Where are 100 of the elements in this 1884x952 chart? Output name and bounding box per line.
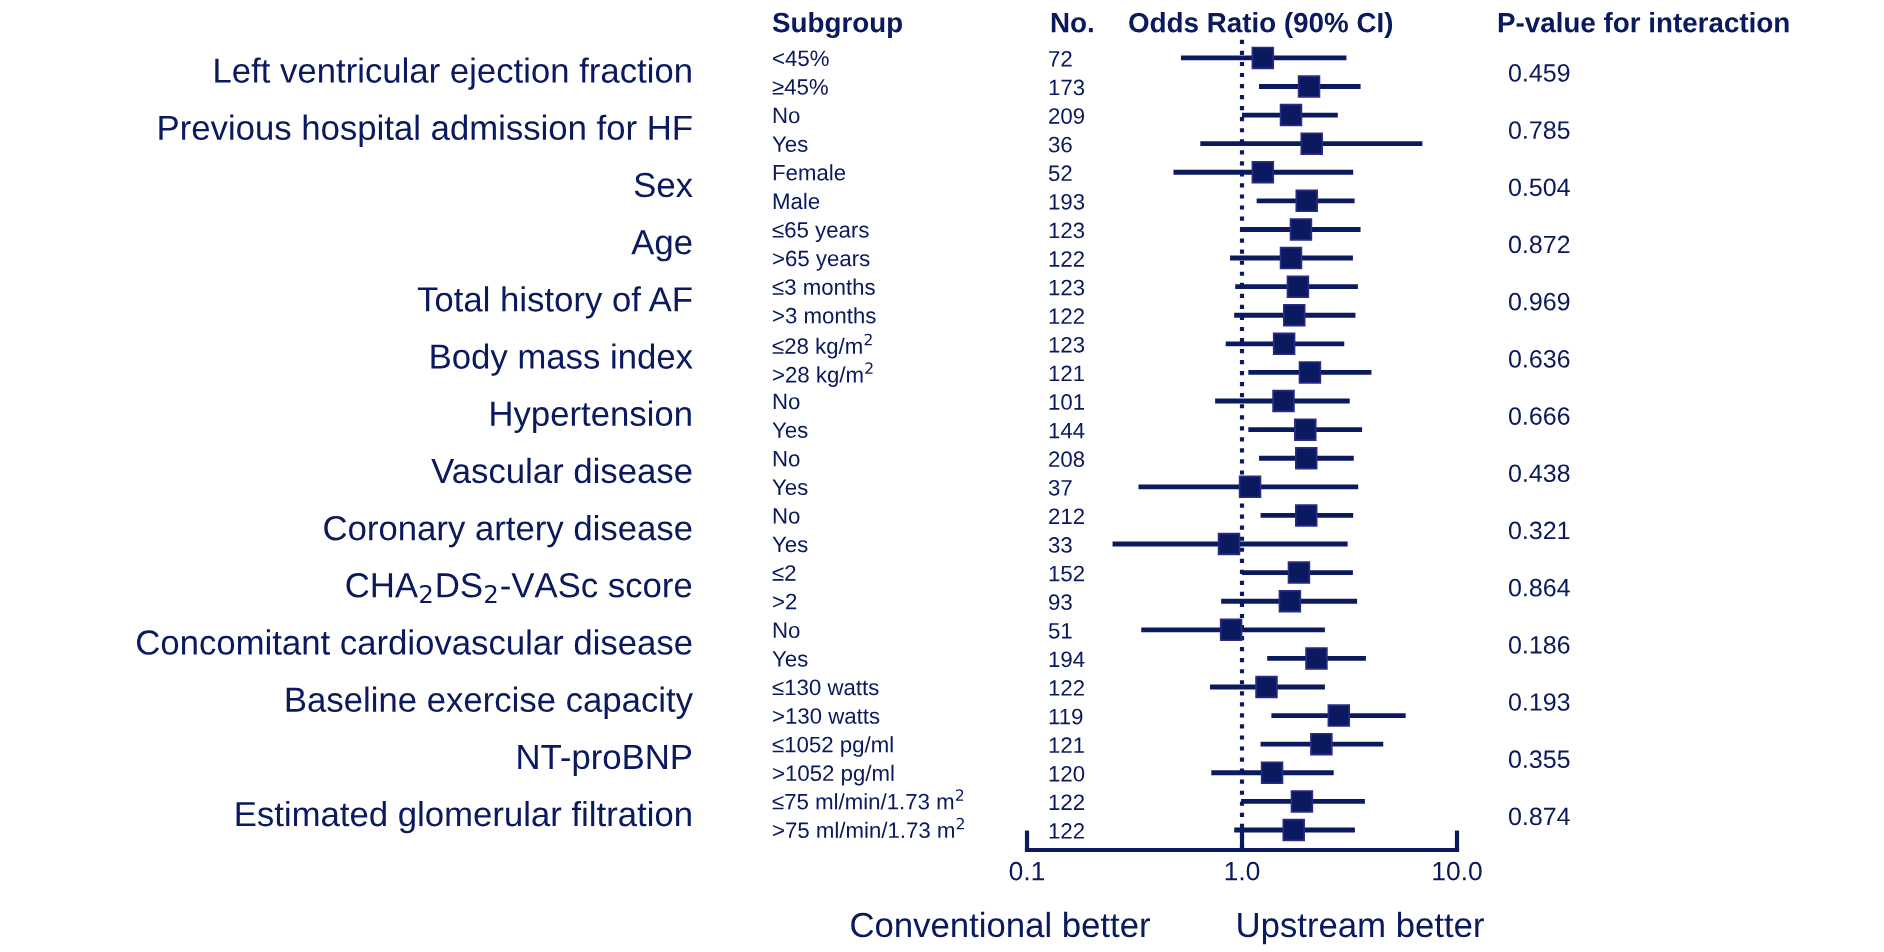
text: Hypertension xyxy=(491,400,691,433)
text: Upstream better xyxy=(1238,911,1484,945)
annotation: 37 xyxy=(1048,479,1072,496)
text: 0.636 xyxy=(1508,350,1570,368)
text: P-value for interaction xyxy=(1498,12,1789,33)
annotation: 121 xyxy=(1049,365,1084,382)
y-tick-label: >130 watts xyxy=(773,708,880,724)
point xyxy=(1290,790,1314,813)
point xyxy=(1251,161,1275,184)
y-tick-label: No xyxy=(773,450,800,467)
annotation: 194 xyxy=(1049,651,1085,668)
point xyxy=(1251,46,1275,70)
y-tick-label: >1052 pg/ml xyxy=(773,764,894,786)
point xyxy=(1294,418,1317,441)
annotation: 212 xyxy=(1049,508,1084,525)
text: Concomitant cardiovascular disease xyxy=(137,629,692,655)
annotation: 173 xyxy=(1049,79,1085,96)
y-tick-label: No xyxy=(773,622,800,639)
text: Body mass index xyxy=(431,343,693,376)
y-tick-label: Yes xyxy=(772,536,808,553)
text: Sex xyxy=(634,172,693,198)
text: Vascular disease xyxy=(431,457,692,484)
y-tick-label: No xyxy=(773,508,800,524)
annotation: 193 xyxy=(1049,193,1085,210)
y-tick-label: >75 ml/min/1.73 m$^{2}$ xyxy=(773,817,964,839)
y-tick-label: Female xyxy=(773,164,846,181)
y-tick-label: No xyxy=(773,393,800,410)
text: Conventional better xyxy=(851,911,1150,938)
text: Left ventricular ejection fraction xyxy=(215,57,691,90)
y-tick-label: ≥45% xyxy=(772,79,828,95)
text: CHA$_{2}$DS$_{2}$-VASc score xyxy=(346,573,692,603)
text: 0.193 xyxy=(1508,693,1570,711)
point xyxy=(1279,103,1303,127)
annotation: 52 xyxy=(1048,165,1072,182)
annotation: 119 xyxy=(1049,708,1083,725)
point xyxy=(1298,361,1322,384)
x-tick-label: 1.0 xyxy=(1225,861,1260,881)
text: Coronary artery disease xyxy=(324,514,692,548)
annotation: 72 xyxy=(1049,50,1072,67)
y-tick-label: ≤130 watts xyxy=(772,679,879,696)
text: 0.864 xyxy=(1508,578,1570,597)
point xyxy=(1260,761,1284,785)
annotation: 209 xyxy=(1049,108,1085,124)
point xyxy=(1255,675,1278,699)
point xyxy=(1297,75,1321,98)
point xyxy=(1279,246,1303,270)
y-tick-label: Yes xyxy=(772,651,808,667)
y-tick-label: >28 kg/m$^{2}$ xyxy=(773,362,873,387)
annotation: 122 xyxy=(1049,251,1084,267)
annotation: 93 xyxy=(1049,594,1072,611)
point xyxy=(1289,218,1313,241)
y-tick-label: Yes xyxy=(772,422,808,438)
point xyxy=(1287,561,1311,584)
text: 0.785 xyxy=(1508,121,1570,139)
annotation: 123 xyxy=(1049,222,1085,239)
annotation: 122 xyxy=(1049,680,1084,696)
annotation: Odds Ratio (90% CI) xyxy=(1129,12,1393,38)
point xyxy=(1278,589,1302,613)
y-tick-label: Male xyxy=(773,192,820,210)
text: 0.438 xyxy=(1508,464,1570,483)
text: Subgroup xyxy=(772,11,903,39)
annotation: 33 xyxy=(1048,537,1072,553)
point xyxy=(1295,189,1318,213)
point xyxy=(1272,389,1295,413)
annotation: 144 xyxy=(1049,422,1085,439)
text: 0.459 xyxy=(1508,64,1570,82)
annotation: 123 xyxy=(1049,336,1085,353)
y-tick-label: ≤2 xyxy=(772,565,796,581)
point xyxy=(1283,303,1306,327)
y-tick-label: Yes xyxy=(772,136,808,152)
annotation: 122 xyxy=(1049,308,1084,324)
y-tick-label: >2 xyxy=(773,593,797,610)
text: 0.321 xyxy=(1508,521,1570,540)
y-tick-label: No xyxy=(773,107,800,124)
point xyxy=(1295,446,1318,470)
y-tick-label: >65 years xyxy=(773,250,870,271)
x-tick-label: 0.1 xyxy=(1009,861,1045,881)
text: 0.872 xyxy=(1508,235,1570,254)
y-tick-label: <45% xyxy=(773,50,829,67)
point xyxy=(1295,504,1318,527)
annotation: 152 xyxy=(1049,565,1084,582)
annotation: 121 xyxy=(1049,737,1084,753)
y-tick-label: ≤3 months xyxy=(772,278,875,295)
point xyxy=(1286,275,1310,298)
y-tick-label: ≤65 years xyxy=(772,221,869,243)
text: 0.355 xyxy=(1508,750,1570,769)
text: Total history of AF xyxy=(417,286,692,319)
y-tick-label: Yes xyxy=(772,479,808,496)
annotation: 122 xyxy=(1049,823,1084,839)
text: 0.504 xyxy=(1508,178,1570,197)
annotation: 101 xyxy=(1049,394,1084,410)
annotation: 51 xyxy=(1048,623,1072,639)
text: Age xyxy=(631,230,692,262)
text: 0.666 xyxy=(1508,407,1570,425)
y-tick-label: ≤75 ml/min/1.73 m$^{2}$ xyxy=(772,789,964,810)
point xyxy=(1272,332,1296,356)
y-tick-label: ≤1052 pg/ml xyxy=(772,736,893,757)
annotation: 120 xyxy=(1049,765,1085,782)
annotation: 36 xyxy=(1048,136,1072,153)
text: 0.186 xyxy=(1508,635,1570,654)
